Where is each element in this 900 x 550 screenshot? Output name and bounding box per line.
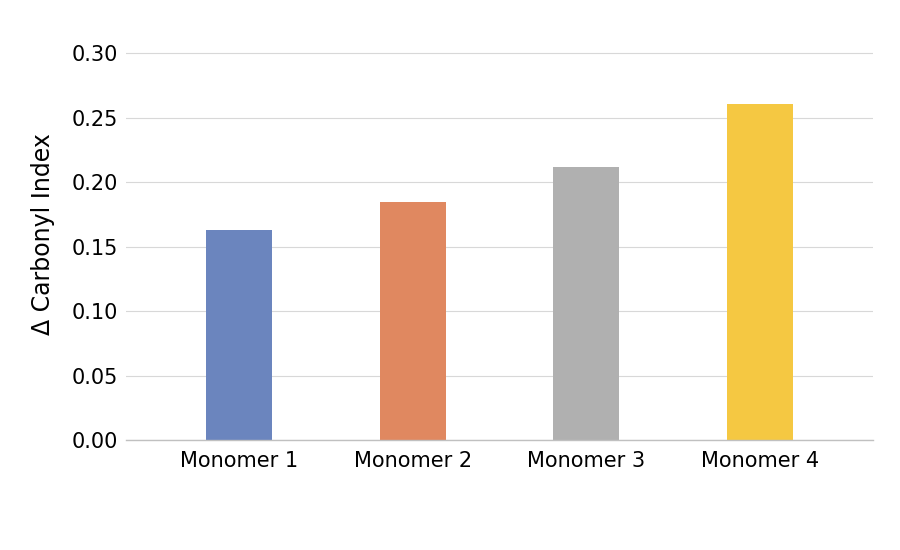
Bar bbox=[206, 230, 272, 440]
Bar bbox=[554, 167, 619, 440]
Bar bbox=[727, 103, 793, 440]
Y-axis label: Δ Carbonyl Index: Δ Carbonyl Index bbox=[31, 133, 55, 335]
Bar bbox=[380, 201, 446, 440]
